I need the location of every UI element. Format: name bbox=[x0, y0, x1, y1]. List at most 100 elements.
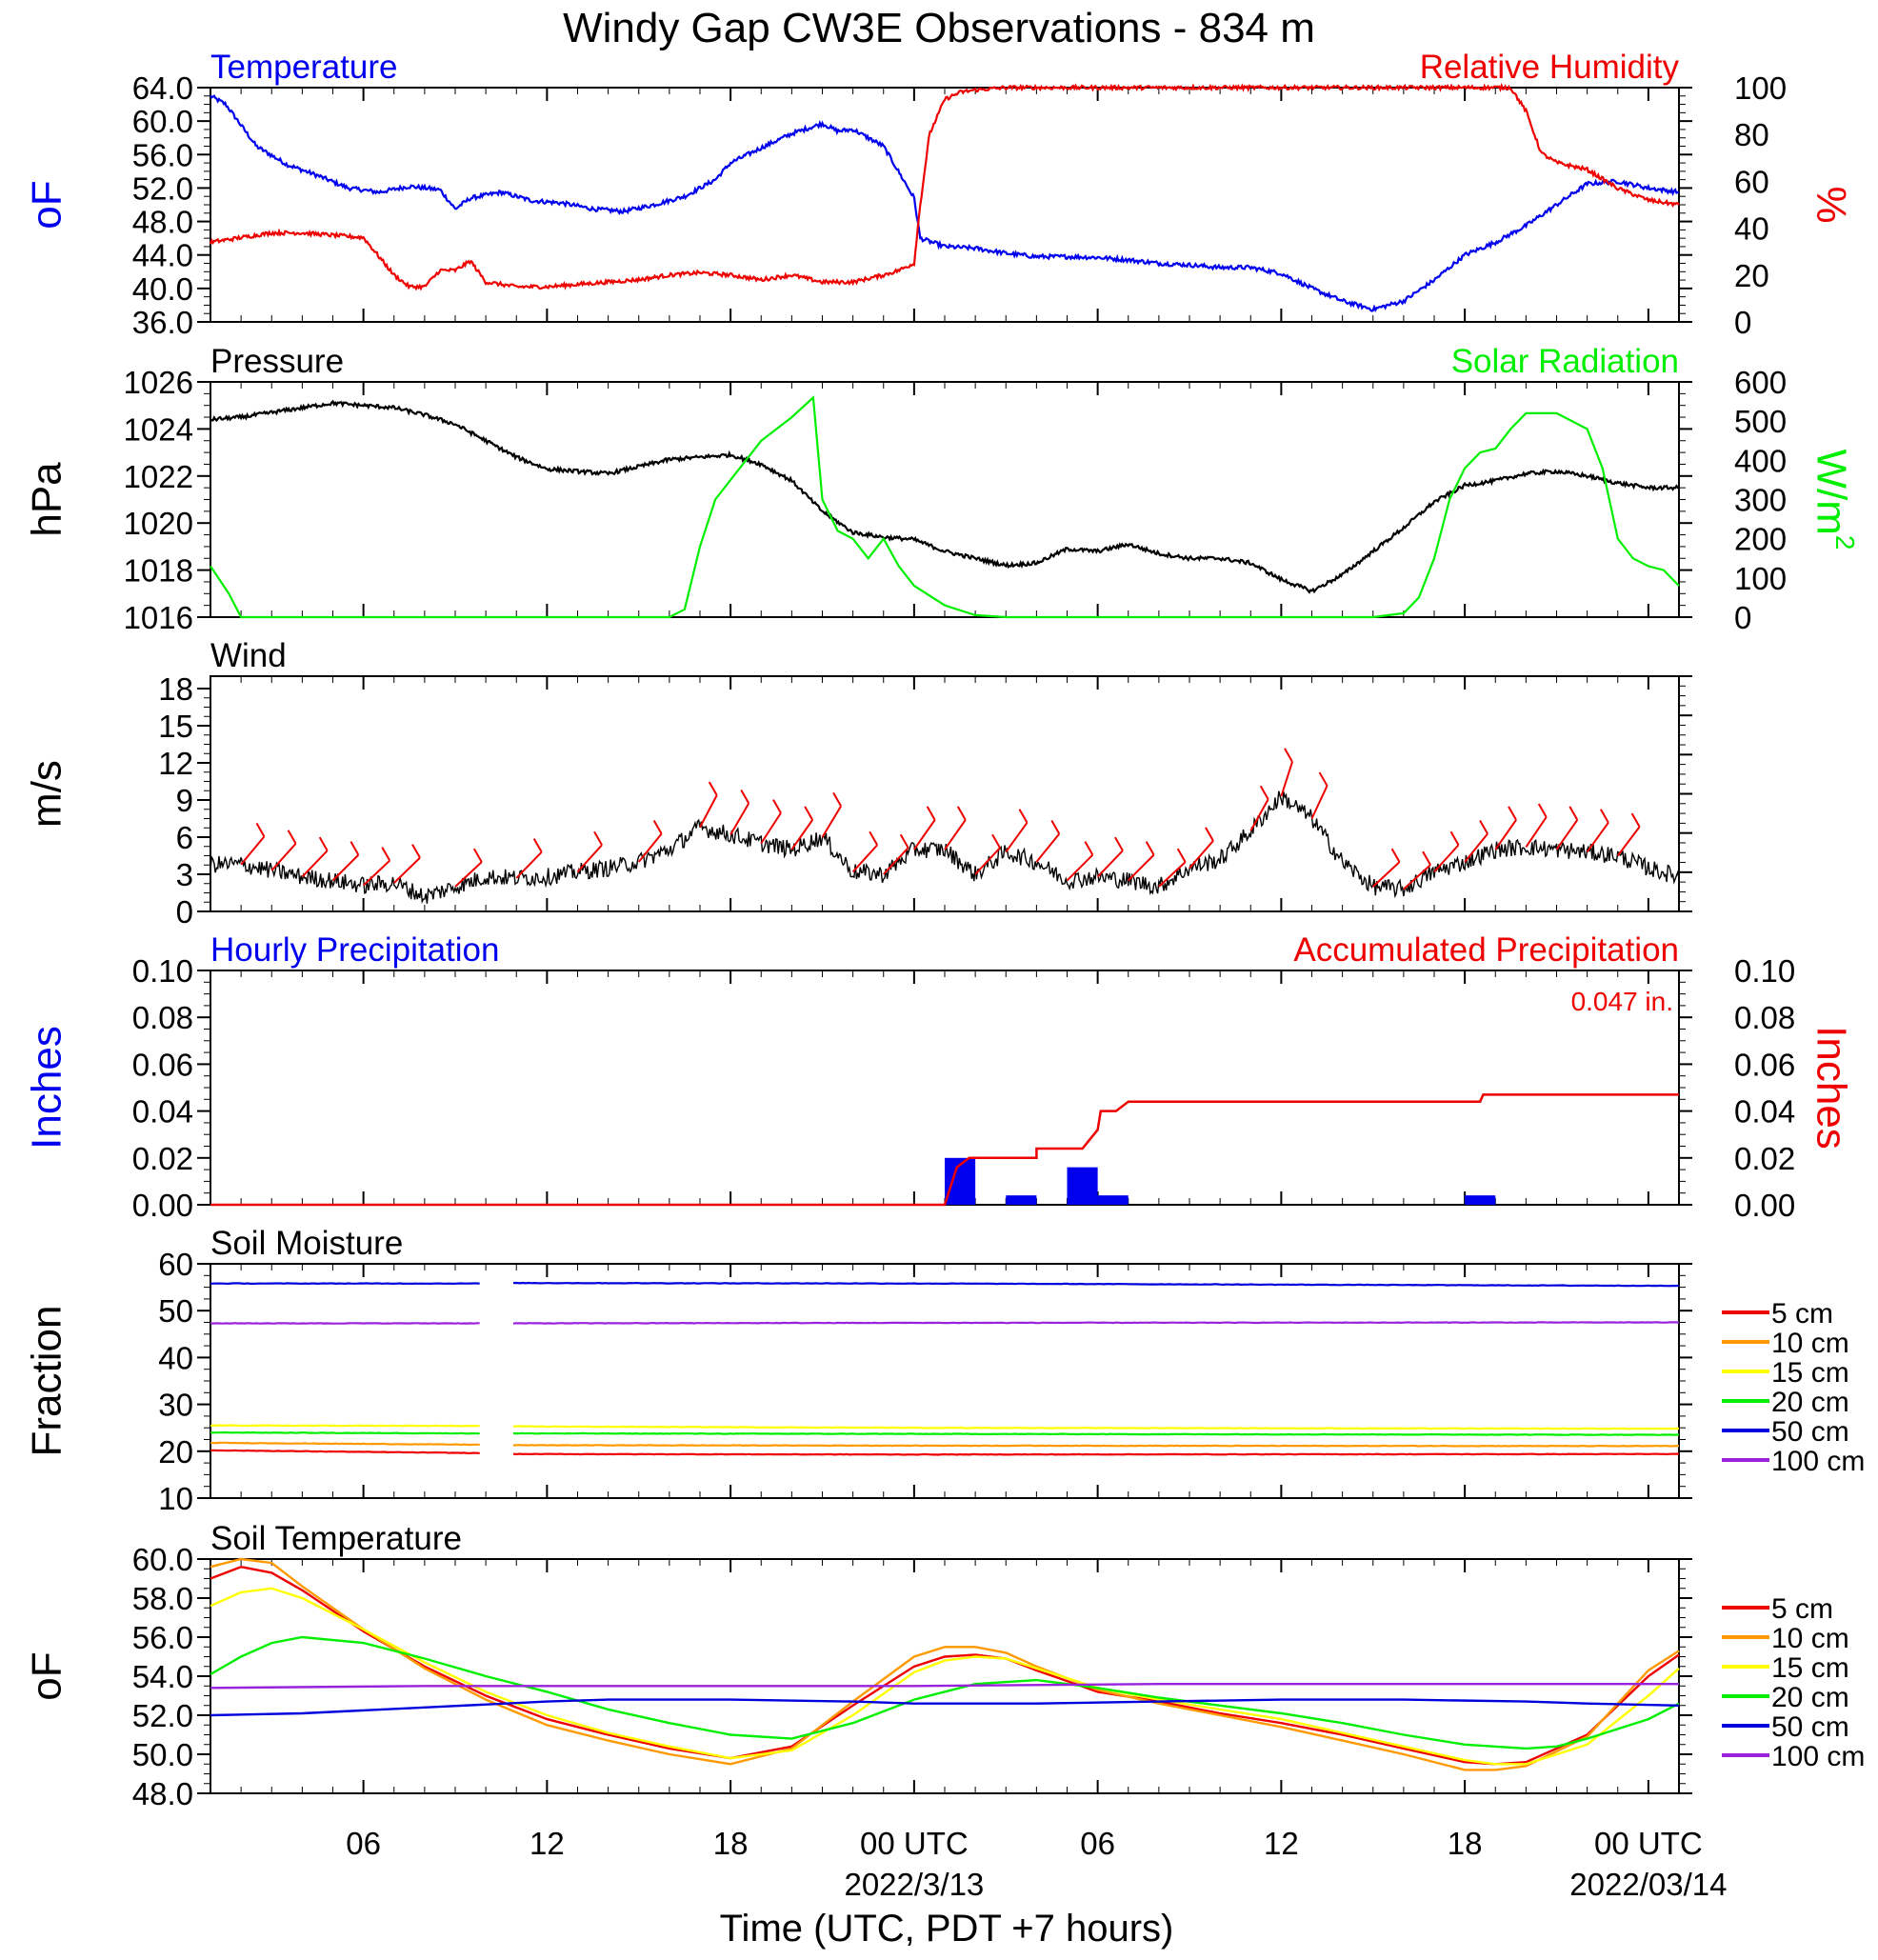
wind-barb-flag bbox=[956, 806, 967, 821]
panels-group: 36.040.044.048.052.056.060.064.002040608… bbox=[24, 49, 1866, 1811]
y-tick-label-right: 100 bbox=[1734, 561, 1787, 596]
y-axis-label-left: Fraction bbox=[24, 1306, 70, 1457]
wind-barb-flag bbox=[832, 791, 842, 807]
series-soil-moisture bbox=[512, 1281, 1680, 1288]
panel-title-left: Soil Temperature bbox=[210, 1520, 462, 1557]
y-tick-label-left: 3 bbox=[176, 857, 193, 892]
panel-precipitation: 0.00 0.02 0.04 0.06 0.08 0.10 0.00 0.02 0.04 0.06… bbox=[24, 931, 1855, 1223]
x-tick-label: 12 bbox=[1264, 1826, 1299, 1861]
series-soil-moisture bbox=[210, 1441, 480, 1447]
y-tick-label-left: 6 bbox=[176, 820, 193, 855]
wind-barb bbox=[576, 844, 603, 873]
x-tick-label: 06 bbox=[346, 1826, 381, 1861]
panel-title-left: Hourly Precipitation bbox=[210, 931, 499, 969]
y-axis-label-right: W/m2 bbox=[1808, 450, 1860, 550]
y-tick-label-right: 0.08 bbox=[1734, 1000, 1795, 1035]
wind-barb bbox=[1525, 816, 1548, 848]
legend-label: 5 cm bbox=[1771, 1298, 1833, 1330]
y-tick-label-left: 15 bbox=[158, 709, 193, 744]
panel-title-right: Relative Humidity bbox=[1420, 49, 1680, 86]
y-tick-label-left: 50.0 bbox=[132, 1737, 193, 1772]
legend-label: 50 cm bbox=[1771, 1416, 1849, 1448]
wind-barb-flag bbox=[804, 806, 814, 821]
wind-barb-flag bbox=[1508, 806, 1517, 821]
wind-barb-flag bbox=[1537, 803, 1548, 818]
series-accumulated-precip bbox=[210, 1093, 1679, 1207]
y-tick-label-left: 40.0 bbox=[132, 271, 193, 307]
wind-barb bbox=[883, 847, 909, 875]
y-tick-label-left: 1016 bbox=[124, 600, 193, 635]
series-soil-temperature bbox=[210, 1557, 1680, 1771]
y-tick-label-left: 30 bbox=[158, 1388, 193, 1423]
wind-barb-flag bbox=[255, 822, 266, 837]
wind-barb-flag bbox=[1176, 848, 1187, 863]
wind-barb-flag bbox=[1390, 848, 1401, 863]
wind-barb-flag bbox=[381, 847, 391, 862]
wind-barb-flag bbox=[1259, 785, 1269, 800]
series-soil-moisture bbox=[512, 1425, 1680, 1430]
wind-barb-flag bbox=[1479, 819, 1488, 834]
series-soil-moisture bbox=[210, 1322, 480, 1325]
panel-pressure_solar: 1016 1018 1020 1022 1024 1026 0 100 200 300 400 500… bbox=[24, 343, 1860, 635]
y-tick-label-left: 56.0 bbox=[132, 1620, 193, 1655]
y-tick-label-left: 9 bbox=[176, 783, 193, 818]
superscript-2: 2 bbox=[1830, 535, 1860, 550]
y-tick-label-left: 0.06 bbox=[132, 1047, 193, 1082]
wind-barb-flag bbox=[1422, 850, 1431, 866]
wind-barb-flag bbox=[772, 799, 782, 814]
y-tick-label-left: 48.0 bbox=[132, 205, 193, 240]
wind-barb-flag bbox=[411, 844, 421, 859]
x-tick-label: 18 bbox=[1448, 1826, 1483, 1861]
wind-barb-flag bbox=[350, 841, 360, 856]
wind-barb-flag bbox=[1568, 806, 1579, 821]
legend-label: 20 cm bbox=[1771, 1682, 1849, 1713]
x-axis: 06 12 18 00 UTC 06 12 18 00 UTC 2022/3/13 2022/03… bbox=[346, 1826, 1727, 1902]
legend-label: 100 cm bbox=[1771, 1741, 1865, 1772]
wind-barb bbox=[851, 844, 878, 873]
wind-barb bbox=[331, 853, 360, 882]
wind-barb bbox=[1403, 864, 1431, 890]
panel-title-left: Wind bbox=[210, 637, 287, 674]
hourly-precip-bar bbox=[1006, 1195, 1037, 1205]
wind-barb bbox=[454, 861, 483, 888]
y-tick-label-right: 60 bbox=[1734, 164, 1769, 199]
y-axis-label-left: m/s bbox=[24, 760, 70, 828]
y-tick-label-left: 0.08 bbox=[132, 1000, 193, 1035]
y-tick-label-right: 200 bbox=[1734, 522, 1787, 557]
y-tick-label-left: 10 bbox=[158, 1481, 193, 1516]
wind-barb-flag bbox=[1318, 771, 1329, 787]
wind-barb bbox=[1096, 850, 1124, 878]
panel-title-left: Soil Moisture bbox=[210, 1225, 403, 1262]
y-axis-label-left: oF bbox=[24, 180, 70, 229]
y-tick-label-left: 18 bbox=[158, 671, 193, 707]
series-relative-humidity bbox=[209, 82, 1680, 291]
y-tick-label-right: 0.10 bbox=[1734, 953, 1795, 989]
wind-barb-flag bbox=[708, 781, 718, 796]
wind-barb bbox=[1249, 798, 1269, 831]
y-tick-label-left: 56.0 bbox=[132, 137, 193, 172]
wind-barb-flag bbox=[532, 838, 543, 853]
wind-barb-flag bbox=[869, 830, 879, 846]
wind-barb bbox=[240, 835, 266, 866]
y-tick-label-left: 60.0 bbox=[132, 1542, 193, 1577]
wind-barb-flag bbox=[1205, 827, 1214, 842]
y-axis-label-left: hPa bbox=[24, 462, 70, 537]
panel-title-left: Temperature bbox=[210, 49, 397, 86]
y-tick-label-left: 0.10 bbox=[132, 953, 193, 989]
wind-barb-flag bbox=[899, 833, 909, 849]
y-tick-label-right: 0.06 bbox=[1734, 1047, 1795, 1082]
wind-barb bbox=[821, 805, 842, 838]
series-soil-temperature bbox=[210, 1698, 1680, 1717]
x-tick-label: 18 bbox=[713, 1826, 749, 1861]
wind-barb bbox=[1280, 761, 1293, 797]
x-date-label: 2022/03/14 bbox=[1569, 1867, 1727, 1902]
wind-barb bbox=[944, 819, 967, 850]
wind-barb-flag bbox=[991, 833, 1001, 849]
wind-barb-flag bbox=[1449, 830, 1460, 846]
series-soil-moisture bbox=[210, 1449, 480, 1454]
y-tick-label-right: 300 bbox=[1734, 483, 1787, 518]
wind-barb bbox=[1005, 822, 1029, 853]
y-tick-label-left: 1022 bbox=[124, 459, 193, 494]
